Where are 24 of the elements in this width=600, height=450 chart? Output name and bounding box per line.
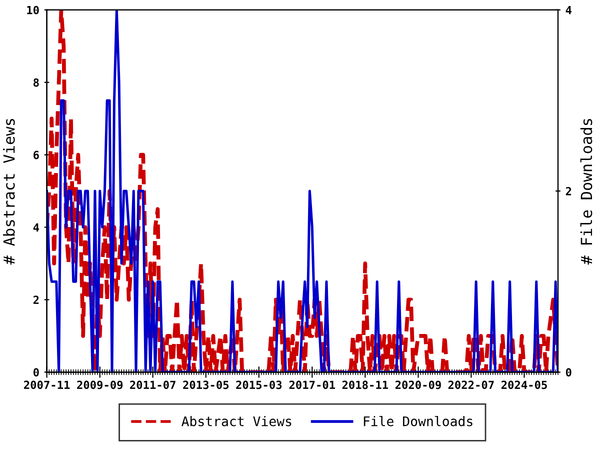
y2-tick-label: 4 (566, 6, 572, 14)
y-tick-label: 6 (34, 150, 39, 160)
x-tick-label: 2009-09 (77, 380, 123, 390)
line-series (46, 10, 558, 372)
legend-label: Abstract Views (182, 416, 292, 426)
x-tick-label: 2018-11 (342, 380, 388, 390)
y-tick-label: 8 (34, 78, 39, 87)
x-tick-label: 2024-05 (501, 380, 547, 390)
x-tick-label: 2020-09 (395, 380, 441, 390)
x-tick-label: 2022-07 (448, 380, 494, 390)
x-tick-label: 2007-11 (24, 380, 70, 390)
x-tick-label: 2011-07 (130, 380, 176, 390)
y-tick-label: 4 (33, 223, 40, 232)
y-tick-label: 0 (33, 368, 39, 377)
y2-tick-label: 0 (566, 368, 572, 377)
x-tick-label: 2015-03 (236, 380, 282, 390)
y-axis-title: # Abstract Views (3, 118, 15, 265)
x-tick-label: 2017-01 (289, 380, 336, 390)
y2-tick-label: 2 (566, 187, 572, 196)
legend-label: File Downloads (364, 416, 472, 426)
x-tick-label: 2013-05 (183, 380, 229, 390)
y2-axis-title: # File Downloads (580, 118, 592, 265)
y-tick-label: 2 (33, 296, 39, 304)
y-tick-label: 10 (27, 6, 39, 14)
